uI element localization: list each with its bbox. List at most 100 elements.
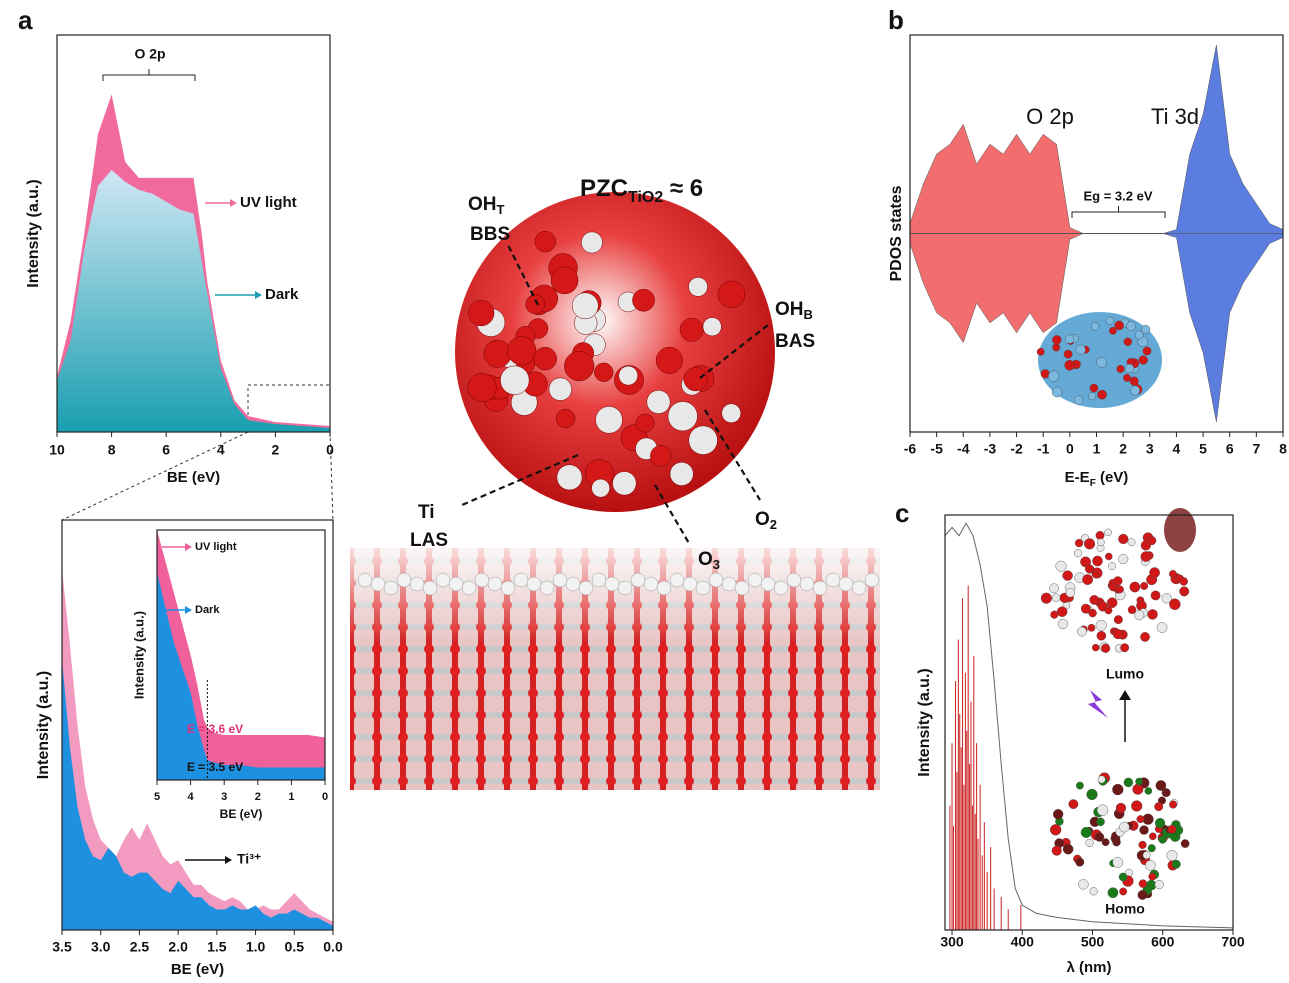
atom xyxy=(467,372,497,403)
atom xyxy=(1080,826,1092,838)
x-tick-label: 2 xyxy=(255,791,261,803)
atom xyxy=(1089,887,1098,896)
atom xyxy=(1150,590,1161,601)
atom xyxy=(1064,334,1075,344)
legend-arrow-head xyxy=(185,606,192,614)
area xyxy=(157,530,325,780)
atom xyxy=(1140,632,1150,642)
area-mirror xyxy=(910,233,1284,423)
label-sub: 2 xyxy=(770,517,777,532)
legend-arrow-head xyxy=(255,291,262,299)
x-tick-label: 6 xyxy=(162,442,170,458)
label-text: PZC xyxy=(580,175,628,202)
x-tick-label: -6 xyxy=(904,441,917,457)
atom xyxy=(1129,581,1141,593)
x-tick-label: 5 xyxy=(1199,441,1207,457)
atom xyxy=(864,572,880,588)
x-tick-label: 3.0 xyxy=(91,939,111,955)
structure-label: O3 xyxy=(698,549,720,572)
annotation: Ti³⁺ xyxy=(237,851,261,867)
atom xyxy=(1055,560,1067,572)
atom xyxy=(702,317,722,337)
atom xyxy=(1131,800,1143,812)
panel-label: a xyxy=(18,5,33,35)
atom xyxy=(1155,780,1167,791)
atom xyxy=(1127,605,1137,614)
zoom-guide xyxy=(329,431,334,521)
atom xyxy=(632,288,655,312)
atom xyxy=(1078,879,1089,890)
atom xyxy=(1123,777,1134,788)
atom xyxy=(1147,844,1156,853)
atom xyxy=(786,572,802,588)
atom xyxy=(1109,326,1117,335)
atom xyxy=(507,336,537,366)
panel-label: c xyxy=(895,498,909,528)
atom xyxy=(1114,320,1124,331)
atom xyxy=(1051,593,1061,603)
atom xyxy=(1118,554,1129,565)
x-tick-label: 7 xyxy=(1252,441,1260,457)
atom xyxy=(1057,618,1069,630)
atom xyxy=(708,572,724,588)
atom xyxy=(1073,395,1084,405)
x-axis-label: BE (eV) xyxy=(220,807,263,821)
label-sub: TiO2 xyxy=(628,189,663,206)
label-text: λ (nm) xyxy=(1067,959,1112,976)
atom xyxy=(500,580,516,596)
x-tick-label: 1.5 xyxy=(207,939,227,955)
atom xyxy=(760,576,776,592)
legend-label: UV light xyxy=(240,194,297,211)
atom xyxy=(683,367,708,392)
atom xyxy=(1130,385,1141,396)
atom xyxy=(578,580,594,596)
atom xyxy=(612,471,637,496)
label-sub: B xyxy=(804,307,813,322)
structure-image xyxy=(350,192,880,790)
label-tail: ≈ 6 xyxy=(663,175,703,202)
x-tick-label: 700 xyxy=(1221,934,1245,950)
atom xyxy=(1096,817,1105,827)
atom xyxy=(1050,824,1062,836)
atom xyxy=(1097,538,1105,547)
atom xyxy=(1087,623,1096,632)
y-axis-label: Intensity (a.u.) xyxy=(916,668,933,776)
label-text: E-E xyxy=(1065,469,1090,486)
x-tick-label: 0 xyxy=(1066,441,1074,457)
atom xyxy=(1064,360,1075,371)
atom xyxy=(1097,775,1106,784)
x-tick-label: -3 xyxy=(984,441,997,457)
atom xyxy=(1091,643,1100,652)
atom xyxy=(838,576,854,592)
label-text: BE (eV) xyxy=(171,961,224,978)
atom xyxy=(1169,598,1181,610)
x-tick-label: 0 xyxy=(322,791,328,803)
atom xyxy=(1169,570,1177,578)
line xyxy=(944,522,1234,929)
atom xyxy=(1158,835,1167,844)
label-text: BE (eV) xyxy=(167,469,220,486)
atom xyxy=(1075,857,1085,867)
atom xyxy=(474,572,490,588)
atom xyxy=(1167,824,1177,834)
atom xyxy=(1112,629,1124,640)
x-axis-label: E-EF (eV) xyxy=(1065,469,1129,489)
atom xyxy=(1089,595,1100,605)
x-tick-label: -1 xyxy=(1037,441,1050,457)
x-axis-label: λ (nm) xyxy=(1067,959,1112,976)
atom xyxy=(667,401,698,432)
atom xyxy=(1179,586,1190,597)
atom xyxy=(1166,850,1178,861)
atom xyxy=(1105,316,1114,325)
arrows xyxy=(461,244,769,546)
x-tick-label: -4 xyxy=(957,441,970,457)
atom xyxy=(1091,570,1100,579)
atom xyxy=(1088,608,1097,618)
atom xyxy=(1138,879,1148,888)
label-text: OH xyxy=(468,194,497,215)
atom xyxy=(571,292,599,320)
arrow-head xyxy=(1119,690,1131,700)
atom xyxy=(1156,622,1168,633)
atom xyxy=(1105,552,1113,561)
structure-label: PZCTiO2 ≈ 6 xyxy=(580,175,703,206)
